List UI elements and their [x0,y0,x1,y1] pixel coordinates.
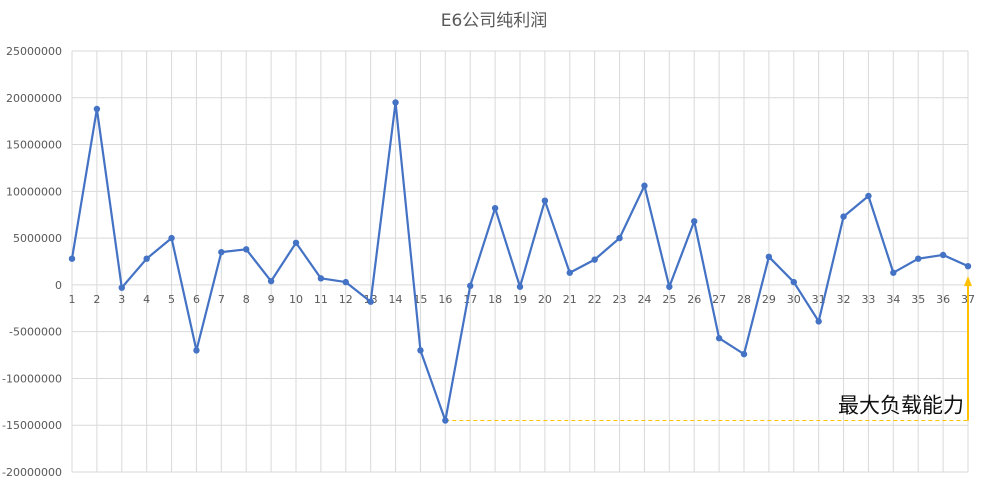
x-tick-label: 9 [268,293,275,306]
x-tick-label: 17 [463,293,477,306]
x-tick-label: 36 [936,293,950,306]
x-tick-label: 34 [886,293,900,306]
x-tick-label: 22 [588,293,602,306]
x-tick-label: 7 [218,293,225,306]
data-point [616,234,623,242]
data-point [939,251,947,259]
y-tick-label: 20000000 [6,92,62,105]
x-tick-label: 11 [314,293,328,306]
data-point [93,105,101,113]
x-tick-label: 2 [93,293,100,306]
data-point [243,246,250,253]
x-tick-label: 14 [389,293,403,306]
data-point [417,347,424,354]
x-tick-label: 18 [488,293,502,306]
y-tick-label: 15000000 [6,139,62,152]
data-point [342,278,349,286]
data-point [467,282,474,290]
x-tick-label: 30 [787,293,801,306]
data-point [790,278,797,286]
x-tick-label: 8 [243,293,250,306]
x-tick-label: 19 [513,293,527,306]
x-tick-label: 15 [413,293,427,306]
data-point [840,213,847,220]
x-tick-label: 1 [69,293,76,306]
x-tick-label: 6 [193,293,200,306]
data-point [541,197,549,204]
data-point [591,256,598,263]
x-tick-label: 25 [662,293,676,306]
data-point [566,269,573,276]
data-point [641,182,648,189]
x-axis-ticks: 1234567891011121314151617181920212223242… [69,293,976,306]
data-point [491,204,499,212]
x-tick-label: 12 [339,293,353,306]
data-point [715,335,723,342]
data-point [691,218,698,225]
data-point [666,283,673,290]
x-tick-label: 21 [563,293,577,306]
y-tick-label: -5000000 [9,326,62,339]
x-tick-label: 16 [438,293,452,306]
x-tick-label: 5 [168,293,175,306]
data-point [740,350,748,358]
data-point [765,253,773,261]
data-point [168,234,175,242]
x-tick-label: 4 [143,293,150,306]
data-point [292,239,300,246]
x-tick-label: 10 [289,293,303,306]
data-point [442,417,449,424]
data-point [890,269,897,276]
data-point [392,99,399,106]
x-tick-label: 32 [837,293,851,306]
annotation-arrow-head [964,276,972,287]
series-group [68,99,972,424]
data-point [143,255,150,262]
data-point [915,255,922,262]
x-tick-label: 29 [762,293,776,306]
x-tick-label: 33 [861,293,875,306]
data-point [218,248,225,256]
data-point [267,277,275,285]
data-point [865,192,872,200]
data-point [68,255,76,262]
x-tick-label: 35 [911,293,925,306]
chart-title: E6公司纯利润 [441,11,548,31]
y-tick-label: 25000000 [6,45,62,58]
data-point [516,283,524,290]
data-point [118,284,125,291]
data-point [193,347,200,354]
y-tick-label: 0 [55,279,62,292]
x-tick-label: 3 [118,293,125,306]
y-axis-ticks: 25000000 20000000 15000000 10000000 5000000 0… [2,45,62,479]
data-point [815,318,822,325]
data-point [317,275,325,282]
data-point [964,262,972,270]
y-tick-label: 5000000 [13,232,62,245]
annotation-label: 最大负载能力 [838,394,964,418]
x-tick-label: 23 [613,293,627,306]
y-tick-label: -20000000 [2,466,62,479]
annotation-group: 最大负载能力 [445,276,972,422]
y-tick-label: 10000000 [6,185,62,198]
y-tick-label: -10000000 [2,372,62,385]
x-tick-label: 24 [637,293,651,306]
y-tick-label: -15000000 [2,419,62,432]
x-tick-label: 28 [737,293,751,306]
x-tick-label: 27 [712,293,726,306]
x-tick-label: 20 [538,293,552,306]
x-tick-label: 26 [687,293,701,306]
data-point [367,298,374,305]
